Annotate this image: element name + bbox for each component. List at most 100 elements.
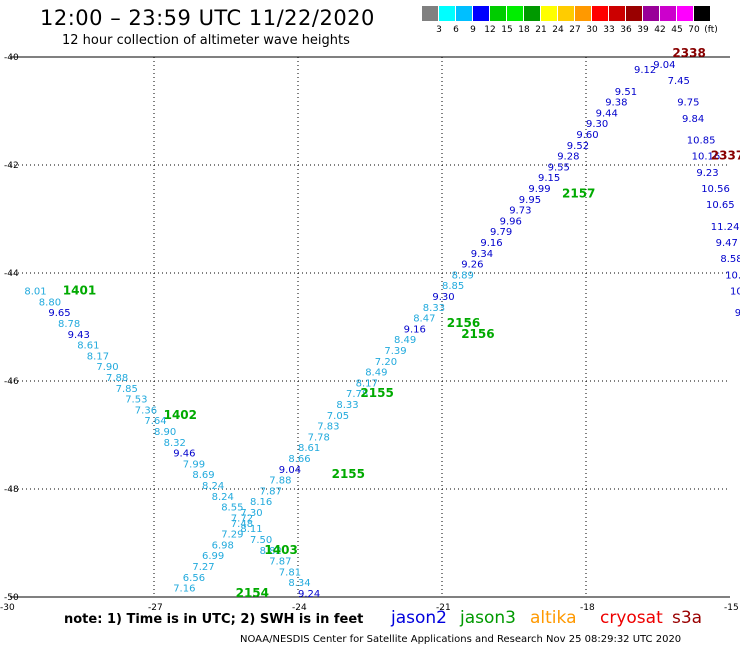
swh-value: 7.81 — [279, 567, 301, 578]
swh-value: 7.64 — [144, 416, 166, 427]
swh-value: 8.17 — [87, 351, 109, 362]
swh-value: 6.99 — [202, 551, 224, 562]
swh-value: 7.87 — [269, 557, 291, 568]
y-tick-label: -42 — [4, 161, 19, 171]
swh-value: 9.43 — [68, 330, 90, 341]
swh-value: 9.12 — [634, 65, 656, 76]
swh-value: 7.78 — [308, 432, 330, 443]
swh-value: 7.53 — [125, 395, 147, 406]
chart-subtitle: 12 hour collection of altimeter wave hei… — [62, 33, 350, 48]
swh-value: 8.89 — [452, 270, 474, 281]
colorbar-label: 9 — [470, 25, 476, 35]
colorbar-swatch — [507, 6, 523, 21]
swh-value: 7.39 — [384, 346, 406, 357]
swh-value: 9.75 — [677, 98, 699, 109]
swh-value: 7.30 — [240, 508, 262, 519]
swh-value: 8.24 — [212, 492, 234, 503]
colorbar-label: 24 — [552, 25, 564, 35]
swh-value: 9.47 — [716, 238, 738, 249]
y-tick-label: -40 — [4, 53, 19, 63]
swh-value: 7.36 — [135, 405, 157, 416]
colorbar-label: 15 — [501, 25, 513, 35]
swh-value: 7.85 — [116, 384, 138, 395]
swh-value: 8.69 — [192, 470, 214, 481]
swh-value: 9.73 — [509, 206, 531, 217]
swh-value: 8.78 — [58, 319, 80, 330]
swh-value: 7.88 — [269, 476, 291, 487]
colorbar-swatch — [609, 6, 625, 21]
swh-value: 8.66 — [288, 454, 310, 465]
swh-value: 9.95 — [519, 195, 541, 206]
x-tick-label: -18 — [580, 603, 595, 613]
legend-jason2: jason2 — [391, 608, 447, 628]
swh-value: 8.34 — [288, 578, 310, 589]
swh-value: 9.55 — [548, 162, 570, 173]
swh-value: 11.24 — [711, 222, 740, 233]
swh-value: 9.16 — [404, 324, 426, 335]
track-label: 2337 — [711, 149, 740, 163]
swh-value: 9.34 — [471, 249, 493, 260]
swh-value: 9.84 — [682, 114, 704, 125]
colorbar-label: 45 — [671, 25, 683, 35]
swh-value: 7.16 — [173, 584, 195, 595]
swh-value: 8.32 — [164, 438, 186, 449]
colorbar-label: 39 — [637, 25, 649, 35]
swh-value: 9.26 — [461, 260, 483, 271]
swh-value: 9.65 — [48, 308, 70, 319]
swh-value: 9.79 — [490, 227, 512, 238]
swh-value: 9.15 — [538, 173, 560, 184]
swh-value: 10.56 — [701, 184, 730, 195]
y-tick-label: -50 — [4, 593, 19, 603]
legend-cryosat: cryosat — [600, 608, 663, 628]
swh-value: 10.44 — [730, 287, 740, 298]
track-label: 2156 — [461, 327, 494, 341]
colorbar-label: 27 — [569, 25, 581, 35]
colorbar-label: 21 — [535, 25, 547, 35]
colorbar-label: 6 — [453, 25, 459, 35]
swh-value: 7.72 — [231, 513, 253, 524]
swh-value: 9.23 — [696, 168, 718, 179]
colorbar-swatch — [677, 6, 693, 21]
colorbar-label: 3 — [436, 25, 442, 35]
track-label: 2155 — [360, 386, 393, 400]
colorbar-label: 42 — [654, 25, 666, 35]
swh-value: 9.16 — [480, 238, 502, 249]
colorbar-swatch — [473, 6, 489, 21]
swh-value: 7.05 — [327, 411, 349, 422]
swh-value: 7.48 — [231, 519, 253, 530]
x-tick-label: -27 — [148, 603, 163, 613]
swh-value: 7.29 — [221, 530, 243, 541]
swh-value: 7.78 — [346, 389, 368, 400]
colorbar-label: 36 — [620, 25, 632, 35]
swh-value: 8.17 — [356, 378, 378, 389]
y-tick-label: -46 — [4, 377, 19, 387]
colorbar-swatch — [694, 6, 710, 21]
x-tick-label: -30 — [0, 603, 15, 613]
colorbar-label: 33 — [603, 25, 615, 35]
legend-altika: altika — [530, 608, 577, 628]
y-tick-label: -44 — [4, 269, 19, 279]
swh-value: 8.49 — [394, 335, 416, 346]
swh-value: 7.99 — [183, 459, 205, 470]
swh-value: 9.28 — [557, 152, 579, 163]
swh-value: 8.49 — [365, 368, 387, 379]
swh-value: 6.98 — [212, 540, 234, 551]
track-label: 2156 — [447, 316, 480, 330]
colorbar-swatch — [490, 6, 506, 21]
track-label: 1403 — [264, 543, 297, 557]
swh-value: 8.01 — [24, 287, 46, 298]
swh-value: 10.16 — [692, 152, 721, 163]
swh-value: 9.38 — [605, 98, 627, 109]
swh-value: 7.90 — [96, 362, 118, 373]
swh-value: 8.24 — [202, 481, 224, 492]
swh-value: 10.65 — [706, 200, 735, 211]
track-label: 2338 — [672, 46, 705, 60]
swh-value: 10.85 — [687, 135, 716, 146]
colorbar-label: 70 — [688, 25, 700, 35]
legend-jason3: jason3 — [460, 608, 516, 628]
swh-value: 7.45 — [668, 76, 690, 87]
y-tick-label: -48 — [4, 485, 19, 495]
track-label: 1402 — [164, 408, 197, 422]
colorbar-label: 30 — [586, 25, 598, 35]
colorbar-swatch — [541, 6, 557, 21]
